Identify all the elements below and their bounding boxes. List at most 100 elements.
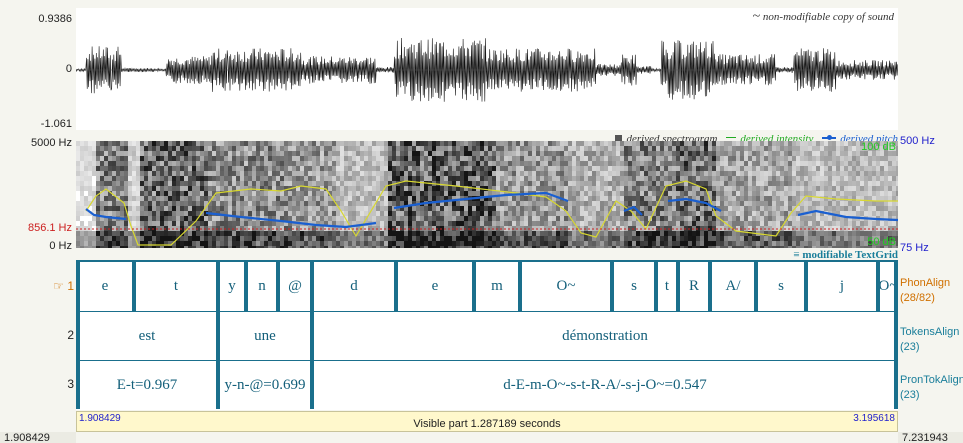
interval-label[interactable]: démonstration [562, 327, 648, 344]
interval-boundary[interactable] [76, 312, 80, 360]
interval-boundary[interactable] [76, 262, 80, 311]
interval-boundary[interactable] [132, 262, 136, 311]
interval-label[interactable]: t [664, 278, 670, 294]
tier-divider [76, 360, 898, 361]
pitch-curve-1 [85, 208, 127, 221]
tier-2-name-text: TokensAlign [900, 326, 960, 338]
interval-boundary[interactable] [310, 262, 314, 311]
tier-3-number: 3 [67, 377, 74, 391]
interval-label[interactable]: y-n-@=0.699 [224, 376, 306, 393]
pitch-top-label: 500 Hz [900, 135, 935, 147]
interval-label[interactable]: s [778, 278, 784, 294]
interval-boundary[interactable] [216, 262, 220, 311]
interval-label[interactable]: O~ [556, 278, 576, 294]
interval-boundary[interactable] [244, 262, 248, 311]
pitch-curve-2 [205, 211, 377, 229]
tier-3-count: (23) [900, 389, 920, 401]
tier-1-name[interactable]: PhonAlign (28/82) [900, 276, 950, 306]
interval-label[interactable]: s [631, 278, 637, 294]
interval-label[interactable]: n [258, 278, 266, 294]
interval-boundary[interactable] [894, 312, 898, 360]
waveform-note: ~ non-modifiable copy of sound [753, 9, 894, 25]
interval-label[interactable]: R [688, 278, 699, 294]
spectrogram-legend: derived spectrogram derived intensity de… [560, 129, 898, 145]
total-start-time: 1.908429 [4, 432, 50, 443]
pitch-curve-5 [667, 197, 722, 212]
visible-end-time: 3.195618 [853, 413, 895, 424]
interval-label[interactable]: A/ [725, 278, 741, 294]
interval-boundary[interactable] [708, 262, 712, 311]
waveform-min-label: -1.061 [40, 118, 72, 130]
interval-boundary[interactable] [518, 262, 522, 311]
cursor-frequency-label: 856.1 Hz [27, 222, 72, 234]
textgrid-caption-text: modifiable TextGrid [802, 249, 898, 261]
spectrogram-panel[interactable]: 100 dB 50 dB [76, 141, 898, 248]
waveform-trace [76, 37, 898, 102]
tier-1-number-text: 1 [67, 279, 74, 293]
interval-label[interactable]: m [491, 278, 503, 294]
tier-phonalign[interactable]: e t y n @ d e m O~ s t R A/s j O~ [76, 262, 898, 311]
interval-label[interactable]: est [138, 327, 156, 344]
tier-1-count: (28/82) [900, 292, 935, 304]
interval-label[interactable]: d [350, 278, 358, 294]
intensity-curve [85, 180, 898, 246]
interval-boundary[interactable] [876, 262, 880, 311]
interval-boundary[interactable] [894, 361, 898, 409]
interval-label[interactable]: E-t=0.967 [116, 376, 178, 393]
interval-label[interactable]: e [101, 278, 109, 294]
visible-part-label: Visible part 1.287189 seconds [413, 418, 561, 430]
visible-part-bar[interactable]: 1.908429 Visible part 1.287189 seconds 3… [76, 411, 898, 432]
waveform-note-text: non-modifiable copy of sound [762, 11, 894, 23]
interval-boundary[interactable] [216, 312, 220, 360]
tier-2-number: 2 [67, 328, 74, 342]
total-bar-right[interactable] [898, 432, 963, 443]
tier-tokensalign[interactable]: est une démonstration [76, 312, 898, 360]
intensity-bottom-label: 50 dB [867, 236, 896, 248]
interval-label[interactable]: O~ [878, 278, 898, 294]
spectrogram-legend-swatch [615, 135, 623, 142]
tier-3-name-text: PronTokAlign [900, 374, 963, 386]
interval-boundary[interactable] [310, 361, 314, 409]
waveform-panel[interactable]: ~ non-modifiable copy of sound [76, 8, 898, 130]
pitch-bottom-label: 75 Hz [900, 242, 929, 254]
interval-boundary[interactable] [216, 361, 220, 409]
interval-boundary[interactable] [894, 262, 898, 311]
tier-3-name[interactable]: PronTokAlign (23) [900, 373, 963, 403]
textgrid-icon: ≡ [793, 249, 800, 261]
waveform-path [76, 37, 898, 102]
tier-2-count: (23) [900, 341, 920, 353]
waveform-max-label: 0.9386 [38, 13, 72, 25]
intensity-legend-line [725, 137, 736, 139]
interval-label[interactable]: une [254, 327, 276, 344]
tilde-icon: ~ [752, 9, 761, 24]
interval-boundary[interactable] [654, 262, 658, 311]
interval-boundary[interactable] [804, 262, 808, 311]
total-bar-left[interactable] [0, 432, 76, 443]
tier-1-number: ☞ 1 [0, 279, 74, 293]
interval-boundary[interactable] [394, 262, 398, 311]
interval-boundary[interactable] [76, 361, 80, 409]
interval-boundary[interactable] [754, 262, 758, 311]
spectrogram-image [76, 141, 898, 248]
interval-boundary[interactable] [472, 262, 476, 311]
interval-boundary[interactable] [310, 312, 314, 360]
pitch-curve-4 [623, 205, 643, 216]
interval-boundary[interactable] [610, 262, 614, 311]
tier-prontokalign[interactable]: E-t=0.967 y-n-@=0.699 d-E-m-O~-s-t-R-A/-s-… [76, 361, 898, 409]
interval-label[interactable]: t [173, 278, 179, 294]
interval-label[interactable]: j [839, 278, 845, 294]
interval-label[interactable]: @ [288, 278, 302, 294]
interval-label[interactable]: y [228, 278, 236, 294]
visible-start-time: 1.908429 [79, 413, 121, 424]
tier-2-name[interactable]: TokensAlign (23) [900, 325, 959, 355]
tier-divider [76, 311, 898, 312]
pitch-curve-3 [393, 191, 569, 210]
interval-boundary[interactable] [676, 262, 680, 311]
tier-1-name-text: PhonAlign [900, 277, 951, 289]
interval-boundary[interactable] [276, 262, 280, 311]
interval-label[interactable]: e [431, 278, 439, 294]
textgrid-caption: ≡ modifiable TextGrid [760, 249, 898, 261]
pitch-curve-6 [797, 209, 898, 222]
spectrogram-top-label: 5000 Hz [31, 137, 72, 149]
interval-label[interactable]: d-E-m-O~-s-t-R-A/-s-j-O~=0.547 [503, 376, 707, 393]
